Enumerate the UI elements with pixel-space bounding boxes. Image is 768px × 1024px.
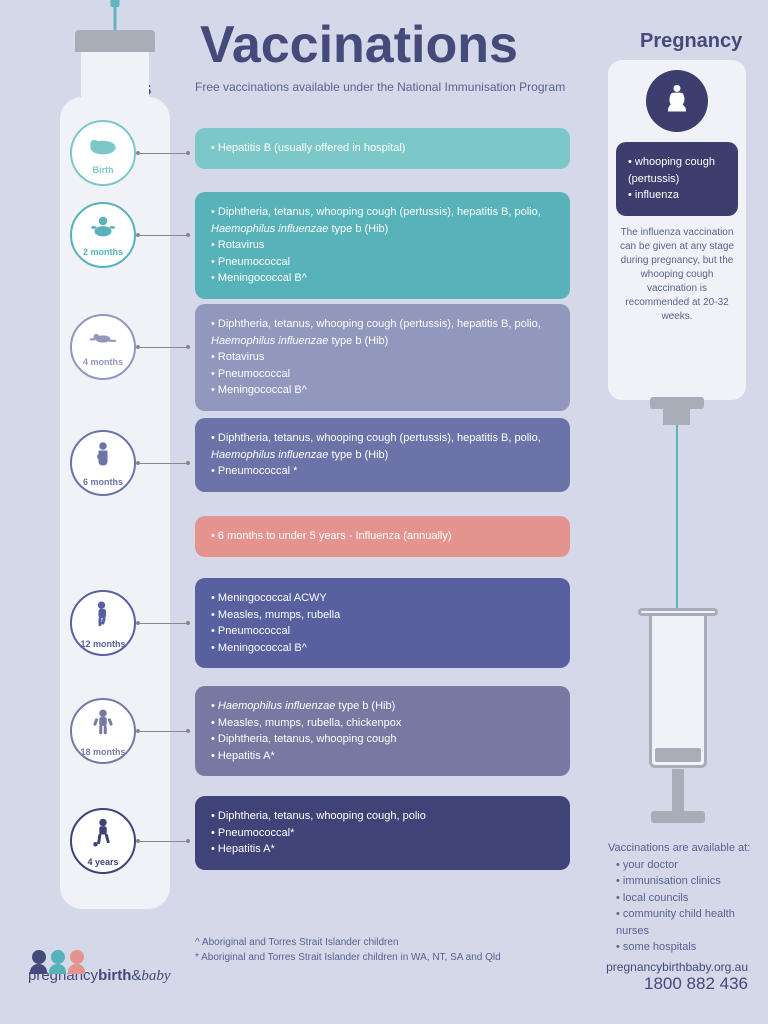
bottle-neck: [81, 52, 149, 97]
vaccine-item: Diphtheria, tetanus, whooping cough (per…: [211, 430, 554, 463]
contact-url: pregnancybirthbaby.org.au: [588, 960, 748, 974]
brand-logo: pregnancybirth&baby: [28, 950, 171, 985]
age-label: 6 months: [83, 477, 123, 487]
age-label: 4 months: [83, 357, 123, 367]
vaccine-box-2 months: Diphtheria, tetanus, whooping cough (per…: [195, 192, 570, 299]
vaccine-item: Rotavirus: [211, 237, 554, 254]
vaccine-item: Pneumococcal: [211, 366, 554, 383]
syringe-hub-icon: [650, 397, 704, 409]
pregnancy-panel: • whooping cough (pertussis)• influenza …: [608, 60, 746, 400]
vaccine-box-influenza: 6 months to under 5 years - Influenza (a…: [195, 516, 570, 557]
vaccine-box-4 months: Diphtheria, tetanus, whooping cough (per…: [195, 304, 570, 411]
vaccine-item: Hepatitis A*: [211, 748, 554, 765]
availability-heading: Vaccinations are available at:: [608, 840, 768, 857]
stage-icon: [86, 132, 120, 163]
connector-line: [138, 623, 188, 624]
contact-info: pregnancybirthbaby.org.au 1800 882 436: [588, 960, 748, 994]
main-title: Vaccinations: [200, 15, 518, 75]
vaccine-item: Meningococcal B^: [211, 382, 554, 399]
age-circle-6 months: 6 months: [70, 430, 136, 496]
connector-line: [138, 153, 188, 154]
stage-icon: [88, 440, 118, 475]
age-circle-2 months: 2 months: [70, 202, 136, 268]
vaccine-item: Diphtheria, tetanus, whooping cough, pol…: [211, 808, 554, 825]
vaccine-item: Pneumococcal: [211, 254, 554, 271]
stage-icon: [88, 816, 118, 855]
connector-line: [138, 731, 188, 732]
connector-line: [138, 347, 188, 348]
stage-icon: [88, 598, 118, 637]
vaccine-box-6 months: Diphtheria, tetanus, whooping cough (per…: [195, 418, 570, 492]
vaccine-item: Measles, mumps, rubella, chickenpox: [211, 715, 554, 732]
age-circle-Birth: Birth: [70, 120, 136, 186]
vaccine-item: Pneumococcal*: [211, 825, 554, 842]
age-circle-4 months: 4 months: [70, 314, 136, 380]
connector-line: [138, 841, 188, 842]
vaccine-item: Rotavirus: [211, 349, 554, 366]
stage-icon: [88, 706, 118, 745]
vaccine-item: Hepatitis B (usually offered in hospital…: [211, 140, 554, 157]
vaccine-item: Diphtheria, tetanus, whooping cough (per…: [211, 316, 554, 349]
age-label: 12 months: [80, 639, 125, 649]
availability-item: your doctor: [616, 857, 768, 874]
availability-item: immunisation clinics: [616, 873, 768, 890]
vaccine-item: Hepatitis A*: [211, 841, 554, 858]
vaccine-item: Diphtheria, tetanus, whooping cough (per…: [211, 204, 554, 237]
vaccine-item: Pneumococcal *: [211, 463, 554, 480]
vaccine-box-12 months: Meningococcal ACWYMeasles, mumps, rubell…: [195, 578, 570, 668]
vaccine-item: Measles, mumps, rubella: [211, 607, 554, 624]
availability-list: Vaccinations are available at: your doct…: [608, 840, 768, 956]
connector-line: [138, 463, 188, 464]
vaccine-item: Haemophilus influenzae type b (Hib): [211, 698, 554, 715]
subtitle: Free vaccinations available under the Na…: [195, 80, 565, 94]
age-circle-18 months: 18 months: [70, 698, 136, 764]
age-label: 18 months: [80, 747, 125, 757]
syringe-needle-icon: [676, 425, 678, 610]
age-label: Birth: [93, 165, 114, 175]
availability-item: some hospitals: [616, 939, 768, 956]
vaccine-item: Pneumococcal: [211, 623, 554, 640]
stage-icon: [85, 328, 121, 355]
age-label: 4 years: [87, 857, 118, 867]
vaccine-box-Birth: Hepatitis B (usually offered in hospital…: [195, 128, 570, 169]
syringe-icon: [630, 608, 725, 768]
pregnancy-title: Pregnancy: [640, 30, 742, 53]
availability-item: local councils: [616, 890, 768, 907]
vaccine-item: Meningococcal ACWY: [211, 590, 554, 607]
pregnancy-vaccines-box: • whooping cough (pertussis)• influenza: [616, 142, 738, 216]
bottle-needle-icon: [114, 5, 117, 30]
vaccine-item: Meningococcal B^: [211, 270, 554, 287]
age-label: 2 months: [83, 247, 123, 257]
stage-icon: [86, 214, 120, 245]
vaccine-box-4 years: Diphtheria, tetanus, whooping cough, pol…: [195, 796, 570, 870]
vaccine-box-18 months: Haemophilus influenzae type b (Hib)Measl…: [195, 686, 570, 776]
pregnant-woman-icon: [646, 70, 708, 132]
age-circle-12 months: 12 months: [70, 590, 136, 656]
availability-item: community child health nurses: [616, 906, 768, 939]
vaccine-item: 6 months to under 5 years - Influenza (a…: [211, 528, 554, 545]
contact-phone: 1800 882 436: [588, 974, 748, 994]
footnotes: ^ Aboriginal and Torres Strait Islander …: [195, 935, 501, 965]
bottle-cap: [75, 30, 155, 52]
pregnancy-note: The influenza vaccination can be given a…: [608, 216, 746, 324]
connector-line: [138, 235, 188, 236]
vaccine-item: Diphtheria, tetanus, whooping cough: [211, 731, 554, 748]
vaccine-item: Meningococcal B^: [211, 640, 554, 657]
age-circle-4 years: 4 years: [70, 808, 136, 874]
